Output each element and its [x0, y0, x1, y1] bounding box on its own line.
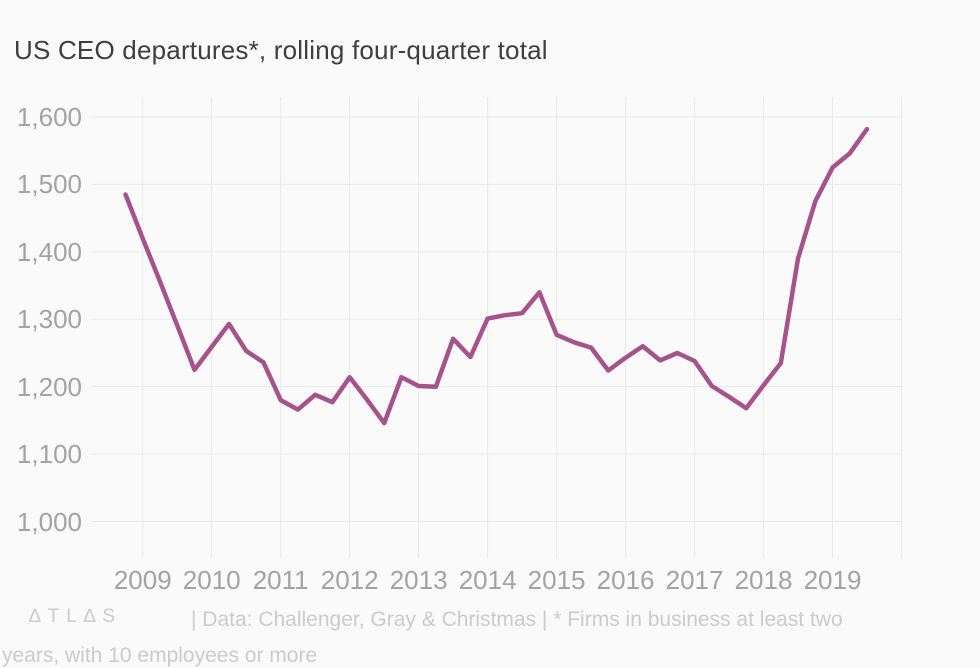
- y-tick-label: 1,400: [16, 236, 82, 267]
- x-tick-label: 2012: [320, 565, 379, 595]
- y-tick-label: 1,300: [16, 304, 82, 335]
- series-line-ceo-departures: [123, 126, 870, 426]
- y-tick-label: 1,000: [16, 506, 82, 537]
- atlas-logo: ∆TL∆S: [29, 606, 123, 627]
- y-tick-label: 1,100: [16, 439, 82, 470]
- y-tick-label: 1,200: [16, 371, 82, 402]
- footer-source-line1: | Data: Challenger, Gray & Christmas | *…: [191, 608, 843, 631]
- x-tick-label: 2016: [596, 565, 655, 595]
- x-tick-label: 2017: [665, 565, 724, 595]
- x-tick-label: 2009: [113, 565, 172, 595]
- chart-title: US CEO departures*, rolling four-quarter…: [14, 35, 548, 65]
- x-tick-label: 2013: [389, 565, 448, 595]
- x-tick-label: 2011: [252, 565, 309, 595]
- x-tick-label: 2010: [182, 565, 241, 595]
- footer-source-line2: years, with 10 employees or more: [2, 644, 318, 667]
- x-tick-label: 2014: [458, 565, 517, 595]
- y-tick-label: 1,600: [16, 102, 82, 132]
- x-tick-label: 2015: [527, 565, 586, 595]
- y-tick-label: 1,500: [16, 169, 82, 200]
- x-tick-label: 2019: [803, 565, 862, 595]
- x-tick-label: 2018: [734, 565, 793, 595]
